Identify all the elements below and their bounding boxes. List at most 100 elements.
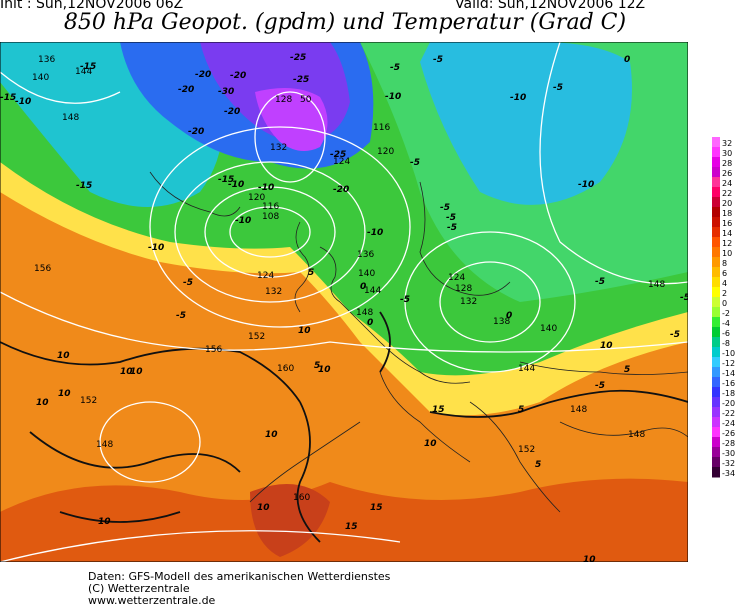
legend-swatch: [712, 157, 720, 168]
legend-label: 28: [722, 159, 732, 168]
geopot-label: 144: [518, 364, 535, 374]
geopot-label: 148: [628, 430, 645, 440]
temp-label: 10: [120, 367, 133, 377]
geopot-label: 152: [80, 396, 97, 406]
temp-label: -20: [224, 107, 240, 117]
geopot-label: 148: [648, 280, 665, 290]
temp-label: 0: [506, 311, 512, 321]
temp-label: -10: [385, 92, 401, 102]
legend-label: 26: [722, 169, 732, 178]
legend-swatch: [712, 307, 720, 318]
init-time: Init : Sun,12NOV2006 06Z: [0, 0, 184, 12]
geopot-label: 148: [356, 308, 373, 318]
weather-map: 136 140 144 148 128 50 132 116 124 120 1…: [0, 42, 688, 562]
temp-label: -25: [293, 75, 309, 85]
legend-label: -34: [722, 469, 735, 478]
legend-swatch: [712, 137, 720, 148]
isotherms: [0, 311, 688, 543]
temp-label: 15: [370, 503, 383, 513]
temp-label: -15: [76, 181, 92, 191]
legend-swatch: [712, 397, 720, 408]
geopot-label: 132: [270, 143, 287, 153]
geopot-label: 136: [357, 250, 374, 260]
legend-swatch: [712, 227, 720, 238]
geopot-label: 156: [34, 264, 51, 274]
temp-label: -5: [680, 293, 688, 303]
temp-label: 5: [308, 268, 314, 278]
legend-label: 30: [722, 149, 732, 158]
geopot-label: 50: [300, 95, 312, 105]
geopot-label: 144: [364, 286, 381, 296]
footer: Daten: GFS-Modell des amerikanischen Wet…: [88, 571, 390, 607]
legend-swatch: [712, 267, 720, 278]
temp-label: 10: [298, 326, 311, 336]
legend-swatch: [712, 427, 720, 438]
legend-label: -14: [722, 369, 735, 378]
legend-swatch: [712, 257, 720, 268]
temp-label: 5: [518, 405, 524, 415]
temp-label: -5: [447, 223, 457, 233]
temp-label: 10: [57, 351, 70, 361]
legend-label: 0: [722, 299, 727, 308]
legend-swatch: [712, 237, 720, 248]
legend-swatch: [712, 197, 720, 208]
temp-label: -25: [290, 53, 306, 63]
temp-label: 10: [424, 439, 437, 449]
legend-label: -8: [722, 339, 730, 348]
temp-label: -5: [440, 203, 450, 213]
temp-label: 10: [58, 389, 71, 399]
legend-label: 2: [722, 289, 727, 298]
geopot-label: 140: [358, 269, 375, 279]
footer-copyright: (C) Wetterzentrale: [88, 582, 190, 595]
legend-swatch: [712, 457, 720, 468]
temp-label: -5: [446, 213, 456, 223]
geopot-label: 144: [75, 67, 92, 77]
temp-label: -5: [400, 295, 410, 305]
legend-label: -20: [722, 399, 735, 408]
legend-swatch: [712, 377, 720, 388]
temp-label: 10: [257, 503, 270, 513]
geopot-label: 124: [257, 271, 274, 281]
legend-label: 18: [722, 209, 732, 218]
temp-label: 0: [367, 318, 373, 328]
legend-label: 14: [722, 229, 732, 238]
legend-label: -12: [722, 359, 735, 368]
geopot-label: 140: [540, 324, 557, 334]
legend-swatch: [712, 357, 720, 368]
geopot-label: 152: [518, 445, 535, 455]
legend-label: -2: [722, 309, 730, 318]
temp-label: 10: [36, 398, 49, 408]
geopot-label: 116: [262, 202, 279, 212]
footer-data-source: Daten: GFS-Modell des amerikanischen Wet…: [88, 570, 391, 583]
legend-label: 6: [722, 269, 727, 278]
temp-label: -5: [433, 55, 443, 65]
temp-label: -15: [218, 175, 234, 185]
geopot-label: 124: [448, 273, 465, 283]
legend-label: -32: [722, 459, 735, 468]
legend-swatch: [712, 147, 720, 158]
temp-label: -5: [595, 277, 605, 287]
legend-swatch: [712, 337, 720, 348]
temp-label: -10: [15, 97, 31, 107]
legend-swatch: [712, 167, 720, 178]
legend-label: 12: [722, 239, 732, 248]
legend-label: -6: [722, 329, 730, 338]
temp-label: 15: [432, 405, 445, 415]
legend-label: 16: [722, 219, 732, 228]
temp-label: -10: [367, 228, 383, 238]
temp-label: -5: [595, 381, 605, 391]
temp-label: 10: [600, 341, 613, 351]
temp-label: 10: [130, 367, 143, 377]
geopot-label: 132: [460, 297, 477, 307]
temp-label: -10: [228, 180, 244, 190]
temp-label: 5: [314, 361, 320, 371]
magenta-core: [255, 88, 328, 151]
legend-label: -18: [722, 389, 735, 398]
legend-label: 4: [722, 279, 727, 288]
legend-label: 24: [722, 179, 732, 188]
geopotential-labels: 136 140 144 148 128 50 132 116 124 120 1…: [32, 55, 665, 503]
legend-swatch: [712, 297, 720, 308]
temp-label: -5: [670, 330, 680, 340]
temp-label: 10: [98, 517, 111, 527]
hot-zone: [0, 478, 688, 562]
